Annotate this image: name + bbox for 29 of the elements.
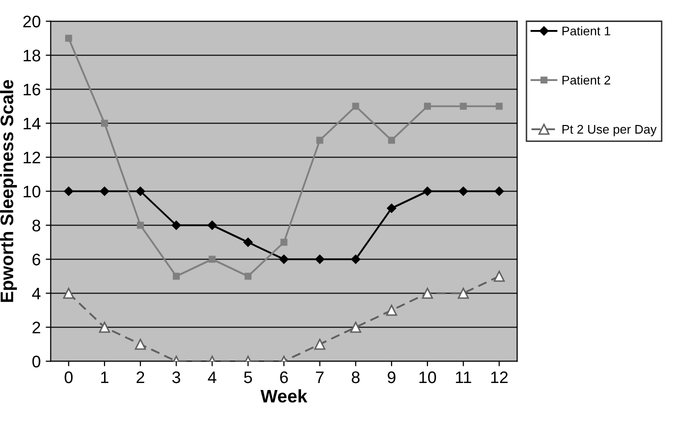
x-tick-label: 0 [64,371,73,384]
y-tick-label: 4 [32,288,40,300]
x-axis-title: Week [260,389,308,403]
x-tick-label: 7 [316,372,324,384]
x-tick-label: 8 [352,371,360,384]
x-tick-label: 9 [388,371,396,384]
legend-label: Pt 2 Use per Day [562,124,657,136]
x-tick-label: 2 [136,371,144,384]
y-tick-label: 14 [24,118,40,130]
x-tick-label: 11 [456,372,472,384]
y-tick-label: 8 [32,220,40,232]
y-tick-label: 18 [24,50,40,62]
x-tick-label: 12 [491,371,508,384]
y-tick-label: 10 [24,186,40,198]
y-axis-title: Epworth Sleepiness Scale [0,80,17,302]
x-tick-label: 1 [101,372,108,384]
x-tick-label: 10 [419,371,436,384]
legend-label: Patient 2 [562,75,610,85]
y-tick-label: 16 [24,84,40,96]
y-tick-label: 6 [32,254,40,266]
x-tick-label: 4 [208,372,216,384]
y-tick-label: 12 [24,152,40,164]
legend-label: Patient 1 [562,26,610,36]
y-tick-label: 20 [23,16,40,28]
y-tick-label: 0 [32,356,40,368]
x-tick-label: 6 [280,371,288,384]
x-tick-label: 5 [244,372,252,384]
x-tick-label: 3 [172,371,180,384]
y-tick-label: 2 [32,322,40,334]
